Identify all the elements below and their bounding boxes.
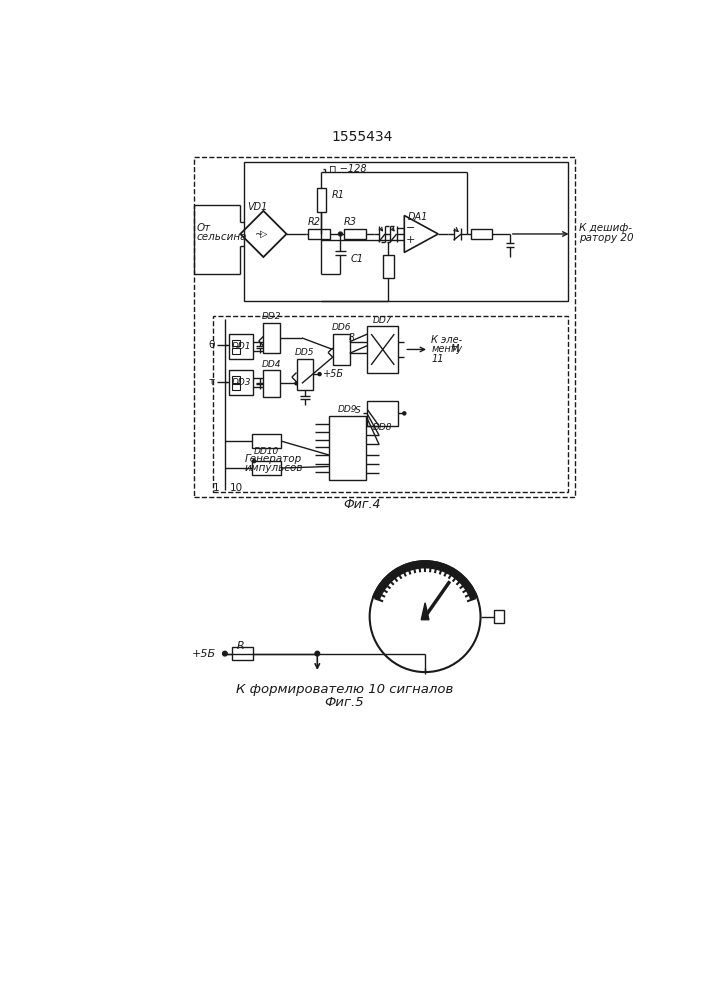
- Text: +5Б: +5Б: [192, 649, 216, 659]
- Text: К формирователю 10 сигналов: К формирователю 10 сигналов: [235, 683, 453, 696]
- Circle shape: [295, 382, 298, 385]
- Bar: [232, 348, 240, 354]
- Bar: [214, 316, 568, 492]
- Text: М: М: [450, 344, 459, 354]
- Bar: [232, 340, 240, 346]
- Bar: [329, 416, 366, 480]
- Text: менту: менту: [431, 344, 462, 354]
- Text: R2: R2: [308, 217, 321, 227]
- Text: Фиг.4: Фиг.4: [343, 498, 380, 512]
- Circle shape: [403, 412, 406, 415]
- Text: DD10: DD10: [254, 447, 279, 456]
- Bar: [333, 334, 350, 365]
- Circle shape: [315, 651, 320, 656]
- Bar: [232, 376, 240, 383]
- Polygon shape: [421, 603, 429, 620]
- Text: DD5: DD5: [296, 348, 315, 357]
- Text: DD4: DD4: [262, 360, 281, 369]
- Bar: [382, 255, 394, 278]
- Text: ~: ~: [255, 230, 263, 240]
- Bar: [264, 323, 281, 353]
- Bar: [252, 461, 281, 475]
- Bar: [368, 401, 398, 426]
- Text: 10: 10: [230, 483, 243, 493]
- Bar: [232, 384, 240, 390]
- Text: τ: τ: [209, 377, 215, 387]
- Text: DD6: DD6: [332, 323, 351, 332]
- Text: +: +: [406, 235, 415, 245]
- Circle shape: [339, 232, 342, 236]
- Text: импульсов: импульсов: [244, 463, 303, 473]
- Text: сельсина: сельсина: [197, 232, 247, 242]
- Text: DD1: DD1: [231, 342, 251, 351]
- Text: R1: R1: [332, 190, 345, 200]
- Bar: [494, 610, 503, 623]
- Bar: [232, 647, 253, 660]
- Text: 11: 11: [431, 354, 444, 364]
- Text: DD7: DD7: [373, 316, 392, 325]
- Text: 1: 1: [213, 483, 219, 493]
- Bar: [308, 229, 329, 239]
- Text: От: От: [197, 223, 211, 233]
- Bar: [244, 162, 568, 301]
- Text: К эле-: К эле-: [431, 335, 462, 345]
- Text: Генератор: Генератор: [245, 454, 302, 464]
- Bar: [344, 229, 366, 239]
- Text: DD9: DD9: [337, 405, 357, 414]
- Text: R3: R3: [344, 217, 357, 227]
- Bar: [252, 434, 281, 448]
- Circle shape: [223, 651, 227, 656]
- Bar: [368, 326, 398, 373]
- Text: 1555434: 1555434: [332, 130, 392, 144]
- Text: DD3: DD3: [231, 378, 251, 387]
- Text: +5Б: +5Б: [322, 369, 344, 379]
- Text: −: −: [406, 223, 415, 233]
- Bar: [296, 359, 313, 389]
- Text: ▷: ▷: [259, 229, 267, 239]
- Text: ⊓ −128: ⊓ −128: [329, 164, 366, 174]
- Text: Фиг.5: Фиг.5: [325, 696, 364, 709]
- Text: VD1: VD1: [247, 202, 267, 212]
- Bar: [264, 370, 281, 397]
- Circle shape: [252, 460, 256, 463]
- Text: C1: C1: [351, 254, 363, 264]
- Text: ратору 20: ратору 20: [579, 233, 633, 243]
- Text: θ: θ: [209, 340, 215, 350]
- Text: R: R: [237, 641, 245, 651]
- Text: DD2: DD2: [262, 312, 281, 321]
- Bar: [194, 157, 575, 497]
- Text: S: S: [355, 406, 361, 415]
- Text: DA1: DA1: [408, 212, 428, 222]
- Text: DD8: DD8: [373, 424, 392, 432]
- Text: К дешиф-: К дешиф-: [579, 223, 632, 233]
- Bar: [229, 370, 253, 395]
- Circle shape: [318, 373, 321, 376]
- Bar: [471, 229, 492, 239]
- Bar: [317, 188, 326, 212]
- Bar: [229, 334, 253, 359]
- Text: R: R: [349, 333, 355, 342]
